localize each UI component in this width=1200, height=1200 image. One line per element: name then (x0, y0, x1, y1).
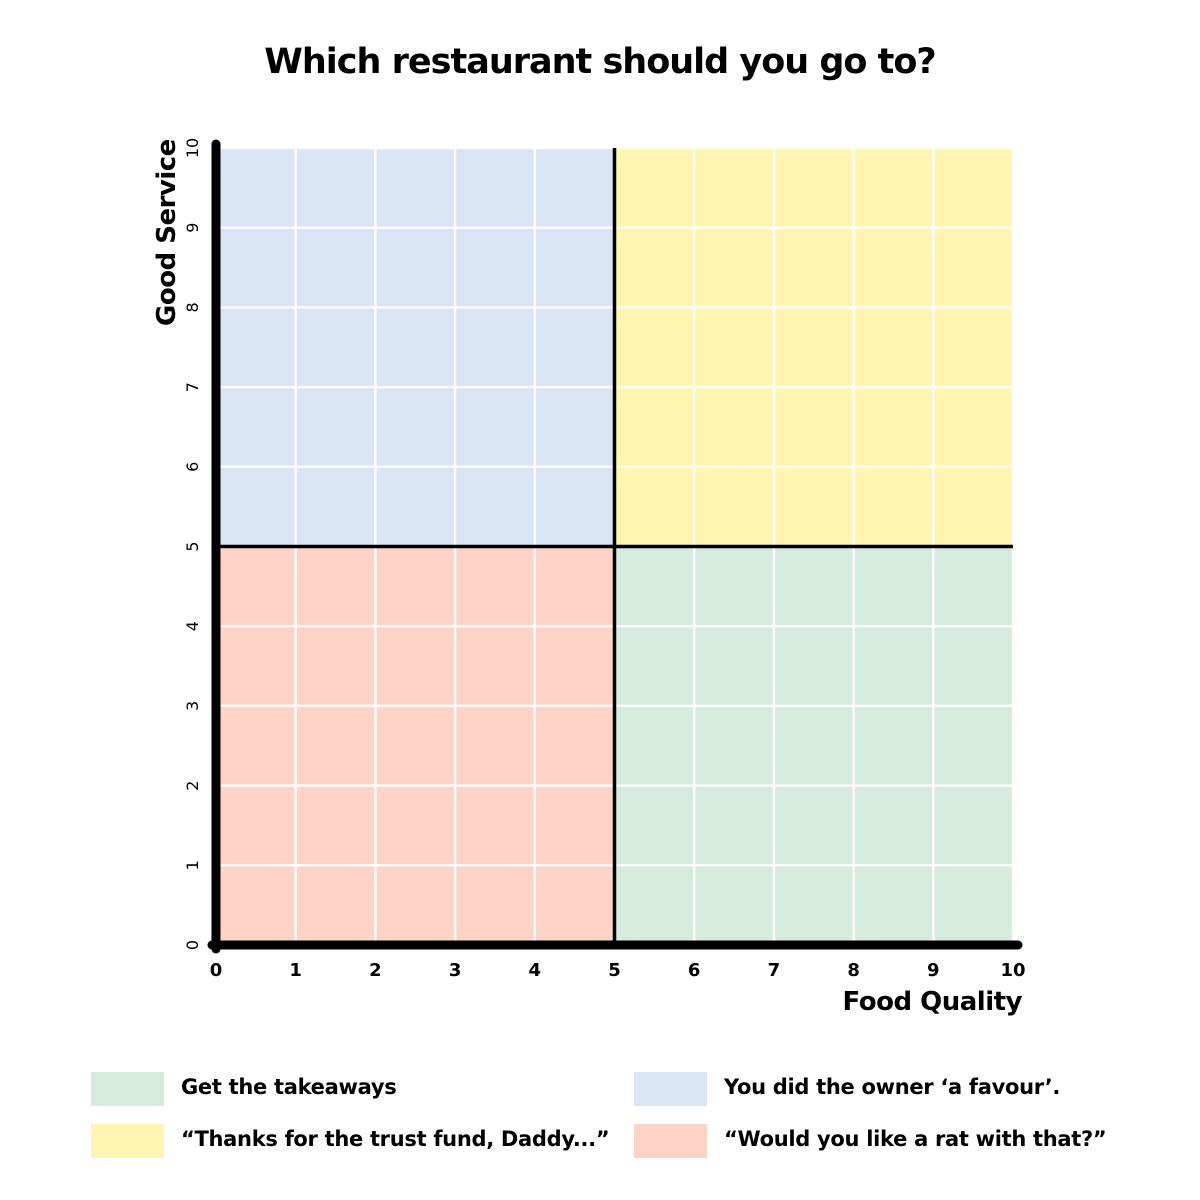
y-tick-label: 3 (183, 701, 202, 711)
legend-label: Get the takeaways (181, 1075, 397, 1099)
legend-swatch (634, 1072, 707, 1106)
y-tick-labels: 0 1 2 3 4 5 6 7 8 9 10 (183, 138, 202, 950)
legend-label: You did the owner ‘a favour’. (724, 1075, 1061, 1099)
legend-swatch (91, 1124, 164, 1158)
y-tick-label: 9 (183, 223, 202, 233)
quadrant-2 (216, 546, 615, 945)
x-tick-label: 10 (1000, 960, 1025, 981)
y-tick-label: 1 (183, 860, 202, 870)
x-tick-label: 5 (608, 960, 621, 981)
quadrant-0 (216, 148, 615, 547)
y-tick-label: 0 (183, 940, 202, 950)
quadrant-1 (614, 148, 1013, 547)
legend-swatch (91, 1072, 164, 1106)
y-tick-label: 10 (183, 138, 202, 158)
x-tick-label: 0 (210, 960, 223, 981)
x-tick-label: 9 (927, 960, 940, 981)
quadrant-3 (614, 546, 1013, 945)
y-tick-label: 2 (183, 781, 202, 791)
quadrant-chart: 0 1 2 3 4 5 6 7 8 9 10 0 1 2 3 4 5 6 7 8 9 10 Food Quality G… (152, 138, 1026, 1017)
legend-swatch (634, 1124, 707, 1158)
y-tick-label: 8 (183, 302, 202, 312)
x-tick-label: 3 (449, 960, 462, 981)
x-tick-label: 4 (529, 960, 542, 981)
quadrant-areas (216, 148, 1013, 945)
x-tick-labels: 0 1 2 3 4 5 6 7 8 9 10 (210, 960, 1026, 981)
y-tick-label: 6 (183, 462, 202, 472)
axes (207, 139, 1023, 954)
chart-title: Which restaurant should you go to? (264, 42, 936, 82)
x-tick-label: 1 (289, 960, 302, 981)
quadrant-dividers (216, 148, 1013, 945)
x-tick-label: 6 (688, 960, 701, 981)
legend-label: “Would you like a rat with that?” (724, 1127, 1107, 1151)
y-tick-label: 5 (183, 541, 202, 551)
x-tick-label: 2 (369, 960, 382, 981)
y-tick-label: 4 (183, 621, 202, 631)
y-tick-label: 7 (183, 382, 202, 392)
legend-label: “Thanks for the trust fund, Daddy...” (181, 1127, 610, 1151)
y-axis-title: Good Service (152, 139, 182, 326)
x-tick-label: 7 (768, 960, 781, 981)
x-tick-label: 8 (847, 960, 860, 981)
x-axis-title: Food Quality (843, 987, 1023, 1017)
